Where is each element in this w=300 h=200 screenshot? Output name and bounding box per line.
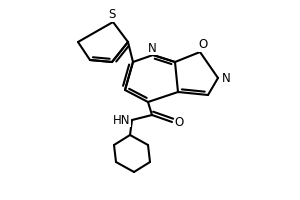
Text: S: S (108, 8, 116, 21)
Text: N: N (148, 42, 156, 54)
Text: HN: HN (113, 114, 131, 127)
Text: O: O (198, 38, 208, 51)
Text: N: N (222, 72, 230, 84)
Text: O: O (174, 116, 184, 129)
